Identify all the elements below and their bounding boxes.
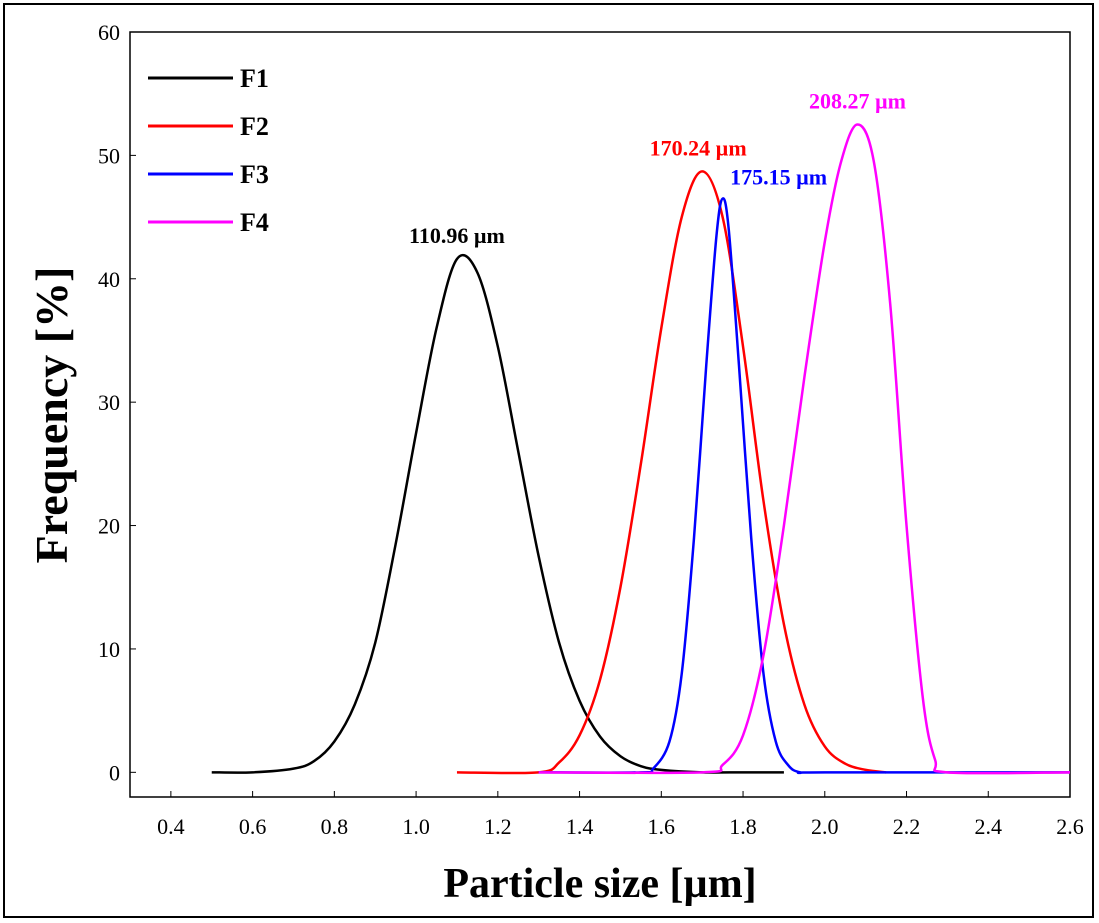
legend-label-f4: F4 [240,208,269,237]
series-line-f1 [211,253,784,774]
legend-label-f1: F1 [240,64,269,93]
peak-labels: 110.96 µm 170.24 µm 175.15 µm 208.27 µm [409,89,906,248]
x-tick-label: 2.0 [811,814,839,839]
x-tick-label: 1.6 [648,814,676,839]
x-tick-label: 0.8 [321,814,349,839]
y-tick-label: 20 [98,514,120,539]
series-line-f3 [538,197,1070,775]
x-axis-title: Particle size [µm] [443,861,756,907]
peak-label-f1: 110.96 µm [409,223,505,248]
series-line-f4 [538,123,1071,775]
x-tick-label: 2.6 [1056,814,1084,839]
peak-label-f2: 170.24 µm [650,135,747,160]
y-axis-title: Frequency [%] [26,267,77,564]
x-tick-label: 1.8 [729,814,757,839]
axis-ticks: 0.4 0.6 0.8 1.0 1.2 1.4 1.6 1.8 2.0 2.2 2.4 2.6 0 10 2… [98,20,1084,839]
chart-frame [3,3,1094,918]
legend-label-f3: F3 [240,160,269,189]
peak-label-f3: 175.15 µm [730,165,827,190]
peak-label-f4: 208.27 µm [809,89,906,114]
series-lines [211,123,1071,775]
y-tick-label: 0 [109,760,120,785]
legend-label-f2: F2 [240,112,269,141]
y-tick-label: 40 [98,267,120,292]
x-tick-label: 2.4 [975,814,1003,839]
y-tick-label: 30 [98,390,120,415]
y-tick-label: 50 [98,143,120,168]
x-tick-label: 0.6 [239,814,267,839]
series-line-f2 [456,170,887,775]
x-tick-label: 2.2 [893,814,921,839]
x-tick-label: 1.0 [402,814,430,839]
y-tick-label: 10 [98,637,120,662]
x-tick-label: 0.4 [157,814,185,839]
legend: F1 F2 F3 F4 [148,64,269,237]
x-tick-label: 1.2 [484,814,512,839]
plot-area [129,31,1071,798]
y-tick-label: 60 [98,20,120,45]
x-tick-label: 1.4 [566,814,594,839]
